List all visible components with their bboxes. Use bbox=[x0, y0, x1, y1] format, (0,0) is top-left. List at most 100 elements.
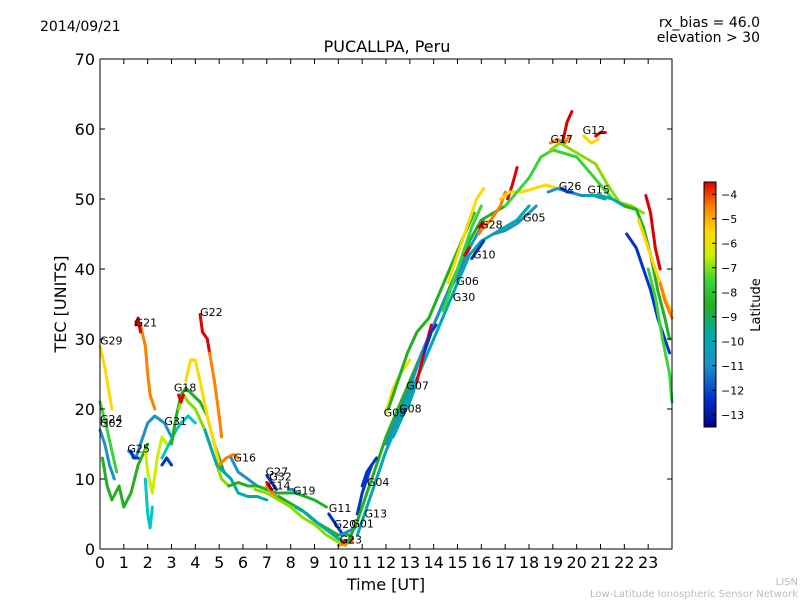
trace-g22 bbox=[198, 313, 212, 355]
trace-g26b bbox=[560, 187, 574, 194]
trace-g25b bbox=[129, 449, 140, 460]
y-axis: 0 10 20 30 40 50 60 70 bbox=[75, 50, 672, 559]
colorbar-tick-label: −10 bbox=[721, 335, 744, 348]
y-tick-label: 0 bbox=[85, 540, 95, 559]
x-tick-label: 14 bbox=[423, 553, 443, 572]
trace-grise2 bbox=[355, 204, 531, 537]
trace-g05 bbox=[491, 204, 538, 236]
trace-g27 bbox=[265, 474, 278, 491]
trace-g16c bbox=[227, 481, 328, 509]
trace-gdesc1 bbox=[253, 488, 347, 547]
sat-label-g08: G08 bbox=[399, 403, 422, 416]
trace-ggrn3 bbox=[503, 148, 626, 208]
colorbar-tick-label: −11 bbox=[721, 360, 744, 373]
sat-label-g15: G15 bbox=[587, 183, 610, 196]
colorbar-tick-label: −4 bbox=[721, 188, 737, 201]
x-tick-label: 6 bbox=[238, 553, 248, 572]
sat-label-g16: G16 bbox=[234, 452, 257, 465]
elevation-label: elevation > 30 bbox=[657, 30, 760, 46]
trace-g22b bbox=[208, 351, 224, 439]
trace-gend2 bbox=[625, 232, 672, 355]
sat-label-g12: G12 bbox=[583, 124, 606, 137]
plot-area bbox=[100, 59, 672, 549]
x-tick-label: 15 bbox=[447, 553, 467, 572]
sat-label-g01: G01 bbox=[351, 517, 374, 530]
sat-label-g21: G21 bbox=[135, 316, 158, 329]
x-tick-label: 12 bbox=[376, 553, 396, 572]
trace-ggrn2 bbox=[441, 204, 483, 313]
sat-label-g18: G18 bbox=[174, 382, 197, 395]
sat-label-g09: G09 bbox=[384, 407, 407, 420]
sat-label-g10: G10 bbox=[473, 249, 496, 262]
trace-g23 bbox=[336, 540, 355, 547]
y-axis-label: TEC [UNITS] bbox=[51, 256, 70, 354]
sat-label-g06: G06 bbox=[456, 275, 479, 288]
trace-g24 bbox=[98, 400, 119, 474]
y-tick-label: 10 bbox=[75, 470, 95, 489]
sat-label-g02: G02 bbox=[100, 417, 123, 430]
x-tick-label: 20 bbox=[566, 553, 586, 572]
trace-g28 bbox=[477, 190, 507, 236]
y-tick-label: 20 bbox=[75, 400, 95, 419]
trace-g04 bbox=[360, 456, 378, 488]
x-tick-label: 5 bbox=[214, 553, 224, 572]
x-axis: 0 1 2 3 4 5 6 7 8 9 10 11 12 13 14 15 16 17 18 19 20 21 22 23 bbox=[95, 59, 658, 572]
x-tick-label: 2 bbox=[143, 553, 153, 572]
footer-network: Low-Latitude Ionospheric Sensor Network bbox=[590, 589, 798, 600]
trace-gdesc3 bbox=[293, 505, 347, 544]
chart-title: PUCALLPA, Peru bbox=[324, 37, 451, 56]
sat-label-g32: G32 bbox=[269, 470, 292, 483]
footer-lisn: LISN bbox=[776, 577, 798, 588]
trace-gend5 bbox=[658, 281, 674, 320]
y-tick-label: 70 bbox=[75, 50, 95, 69]
colorbar-tick-label: −13 bbox=[721, 409, 744, 422]
x-tick-label: 23 bbox=[638, 553, 658, 572]
trace-g25d bbox=[143, 477, 154, 530]
y-tick-label: 50 bbox=[75, 190, 95, 209]
trace-g12r bbox=[594, 131, 607, 138]
sat-label-g07: G07 bbox=[406, 379, 429, 392]
x-tick-label: 21 bbox=[590, 553, 610, 572]
trace-g02 bbox=[98, 428, 116, 481]
x-tick-label: 19 bbox=[543, 553, 563, 572]
trace-g16 bbox=[217, 453, 240, 467]
trace-g17 bbox=[549, 134, 571, 145]
y-tick-label: 40 bbox=[75, 260, 95, 279]
sat-label-g25: G25 bbox=[127, 442, 150, 455]
colorbar-tick-label: −12 bbox=[721, 384, 744, 397]
trace-gend6 bbox=[646, 267, 674, 404]
colorbar-label: Latitude bbox=[749, 278, 764, 332]
x-tick-label: 8 bbox=[286, 553, 296, 572]
sat-label-g24: G24 bbox=[100, 413, 123, 426]
x-tick-label: 4 bbox=[190, 553, 200, 572]
colorbar-tick-label: −8 bbox=[721, 286, 737, 299]
x-tick-label: 3 bbox=[166, 553, 176, 572]
sat-label-g05: G05 bbox=[523, 211, 546, 224]
trace-g18c bbox=[177, 393, 185, 404]
sat-label-g14: G14 bbox=[268, 480, 291, 493]
trace-g17r bbox=[560, 110, 574, 145]
sat-label-g11: G11 bbox=[329, 502, 352, 515]
trace-g10 bbox=[470, 239, 486, 260]
trace-gblue1 bbox=[422, 323, 438, 355]
trace-gred2 bbox=[463, 246, 471, 257]
y-tick-label: 60 bbox=[75, 120, 95, 139]
trace-grise3 bbox=[384, 225, 483, 446]
x-tick-label: 10 bbox=[328, 553, 348, 572]
sat-label-g22: G22 bbox=[200, 306, 223, 319]
trace-g25c bbox=[143, 435, 169, 495]
x-tick-label: 0 bbox=[95, 553, 105, 572]
sat-label-g19: G19 bbox=[293, 484, 316, 497]
trace-g19 bbox=[286, 488, 300, 495]
trace-g18y bbox=[184, 358, 221, 467]
x-tick-label: 18 bbox=[519, 553, 539, 572]
trace-g31b bbox=[160, 456, 173, 467]
colorbar-tick-label: −5 bbox=[721, 213, 737, 226]
trace-g29b bbox=[100, 442, 150, 509]
sat-label-g13: G13 bbox=[365, 508, 388, 521]
x-tick-label: 1 bbox=[119, 553, 129, 572]
x-tick-label: 11 bbox=[352, 553, 372, 572]
trace-ggrn4 bbox=[549, 141, 645, 215]
trace-g13 bbox=[355, 463, 374, 516]
